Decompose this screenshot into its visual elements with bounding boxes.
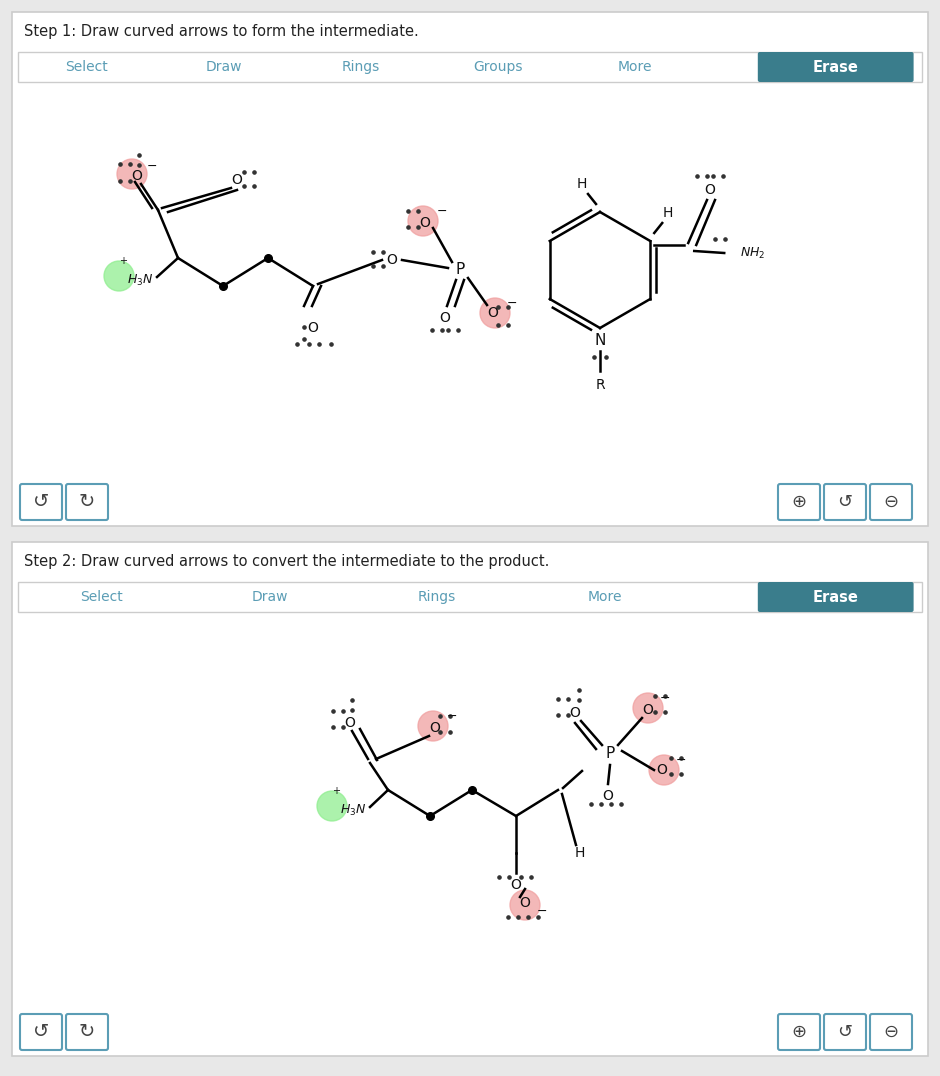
Circle shape (418, 711, 448, 741)
Text: N: N (594, 332, 605, 348)
Text: Draw: Draw (206, 60, 242, 74)
Text: More: More (588, 590, 622, 604)
Text: +: + (332, 785, 340, 796)
FancyBboxPatch shape (12, 12, 928, 526)
FancyBboxPatch shape (758, 52, 914, 82)
Circle shape (649, 755, 679, 785)
Text: −: − (147, 159, 158, 172)
Text: ⊕: ⊕ (791, 493, 807, 511)
FancyBboxPatch shape (778, 484, 820, 520)
Text: ⊖: ⊖ (884, 493, 899, 511)
FancyBboxPatch shape (20, 484, 62, 520)
Text: −: − (437, 204, 447, 217)
Circle shape (117, 159, 147, 189)
Text: P: P (455, 263, 464, 278)
FancyBboxPatch shape (824, 1014, 866, 1050)
Text: Rings: Rings (342, 60, 380, 74)
Text: O: O (488, 306, 498, 320)
FancyBboxPatch shape (18, 52, 922, 82)
Text: ↺: ↺ (33, 493, 49, 511)
Text: O: O (705, 183, 715, 197)
Text: O: O (656, 763, 667, 777)
Text: Select: Select (81, 590, 123, 604)
Text: +: + (119, 256, 127, 266)
Text: O: O (345, 716, 355, 730)
Text: Erase: Erase (813, 590, 858, 605)
Text: P: P (605, 746, 615, 761)
Text: Select: Select (65, 60, 108, 74)
FancyBboxPatch shape (66, 1014, 108, 1050)
Text: H: H (663, 206, 673, 220)
Circle shape (104, 261, 134, 291)
Text: ↺: ↺ (838, 493, 853, 511)
FancyBboxPatch shape (758, 582, 914, 612)
FancyBboxPatch shape (778, 1014, 820, 1050)
Text: Draw: Draw (251, 590, 288, 604)
Text: O: O (386, 253, 398, 267)
Circle shape (317, 791, 347, 821)
Text: −: − (660, 692, 670, 705)
Text: ↺: ↺ (838, 1023, 853, 1040)
Text: Rings: Rings (418, 590, 456, 604)
Text: −: − (507, 297, 518, 310)
Text: $H_3N$: $H_3N$ (340, 803, 367, 818)
Text: ⊖: ⊖ (884, 1023, 899, 1040)
Text: O: O (643, 703, 653, 717)
Text: H: H (575, 846, 586, 860)
Text: ⊕: ⊕ (791, 1023, 807, 1040)
Text: −: − (447, 709, 458, 722)
Text: ↺: ↺ (33, 1022, 49, 1042)
Text: Step 2: Draw curved arrows to convert the intermediate to the product.: Step 2: Draw curved arrows to convert th… (24, 554, 549, 569)
Text: −: − (676, 753, 686, 766)
Text: R: R (595, 378, 604, 392)
FancyBboxPatch shape (12, 542, 928, 1056)
Text: Erase: Erase (813, 59, 858, 74)
FancyBboxPatch shape (870, 484, 912, 520)
FancyBboxPatch shape (66, 484, 108, 520)
Text: O: O (440, 311, 450, 325)
Text: O: O (430, 721, 441, 735)
Text: O: O (510, 878, 522, 892)
Text: $H_3N$: $H_3N$ (127, 272, 153, 287)
Text: O: O (132, 169, 143, 183)
Text: O: O (520, 896, 530, 910)
Text: ↻: ↻ (79, 1022, 95, 1042)
Text: Groups: Groups (474, 60, 523, 74)
Circle shape (408, 206, 438, 236)
Text: Step 1: Draw curved arrows to form the intermediate.: Step 1: Draw curved arrows to form the i… (24, 24, 418, 39)
Text: O: O (419, 216, 431, 230)
FancyBboxPatch shape (870, 1014, 912, 1050)
Circle shape (510, 890, 540, 920)
FancyBboxPatch shape (18, 582, 922, 612)
Text: O: O (307, 321, 319, 335)
Text: ↻: ↻ (79, 493, 95, 511)
FancyBboxPatch shape (824, 484, 866, 520)
Text: −: − (537, 905, 547, 918)
Text: $NH_2$: $NH_2$ (740, 245, 765, 260)
Circle shape (480, 298, 510, 328)
FancyBboxPatch shape (20, 1014, 62, 1050)
Text: O: O (570, 706, 580, 720)
Text: H: H (577, 176, 588, 192)
Text: More: More (618, 60, 652, 74)
Text: O: O (603, 789, 614, 803)
Text: O: O (231, 173, 243, 187)
Circle shape (633, 693, 663, 723)
